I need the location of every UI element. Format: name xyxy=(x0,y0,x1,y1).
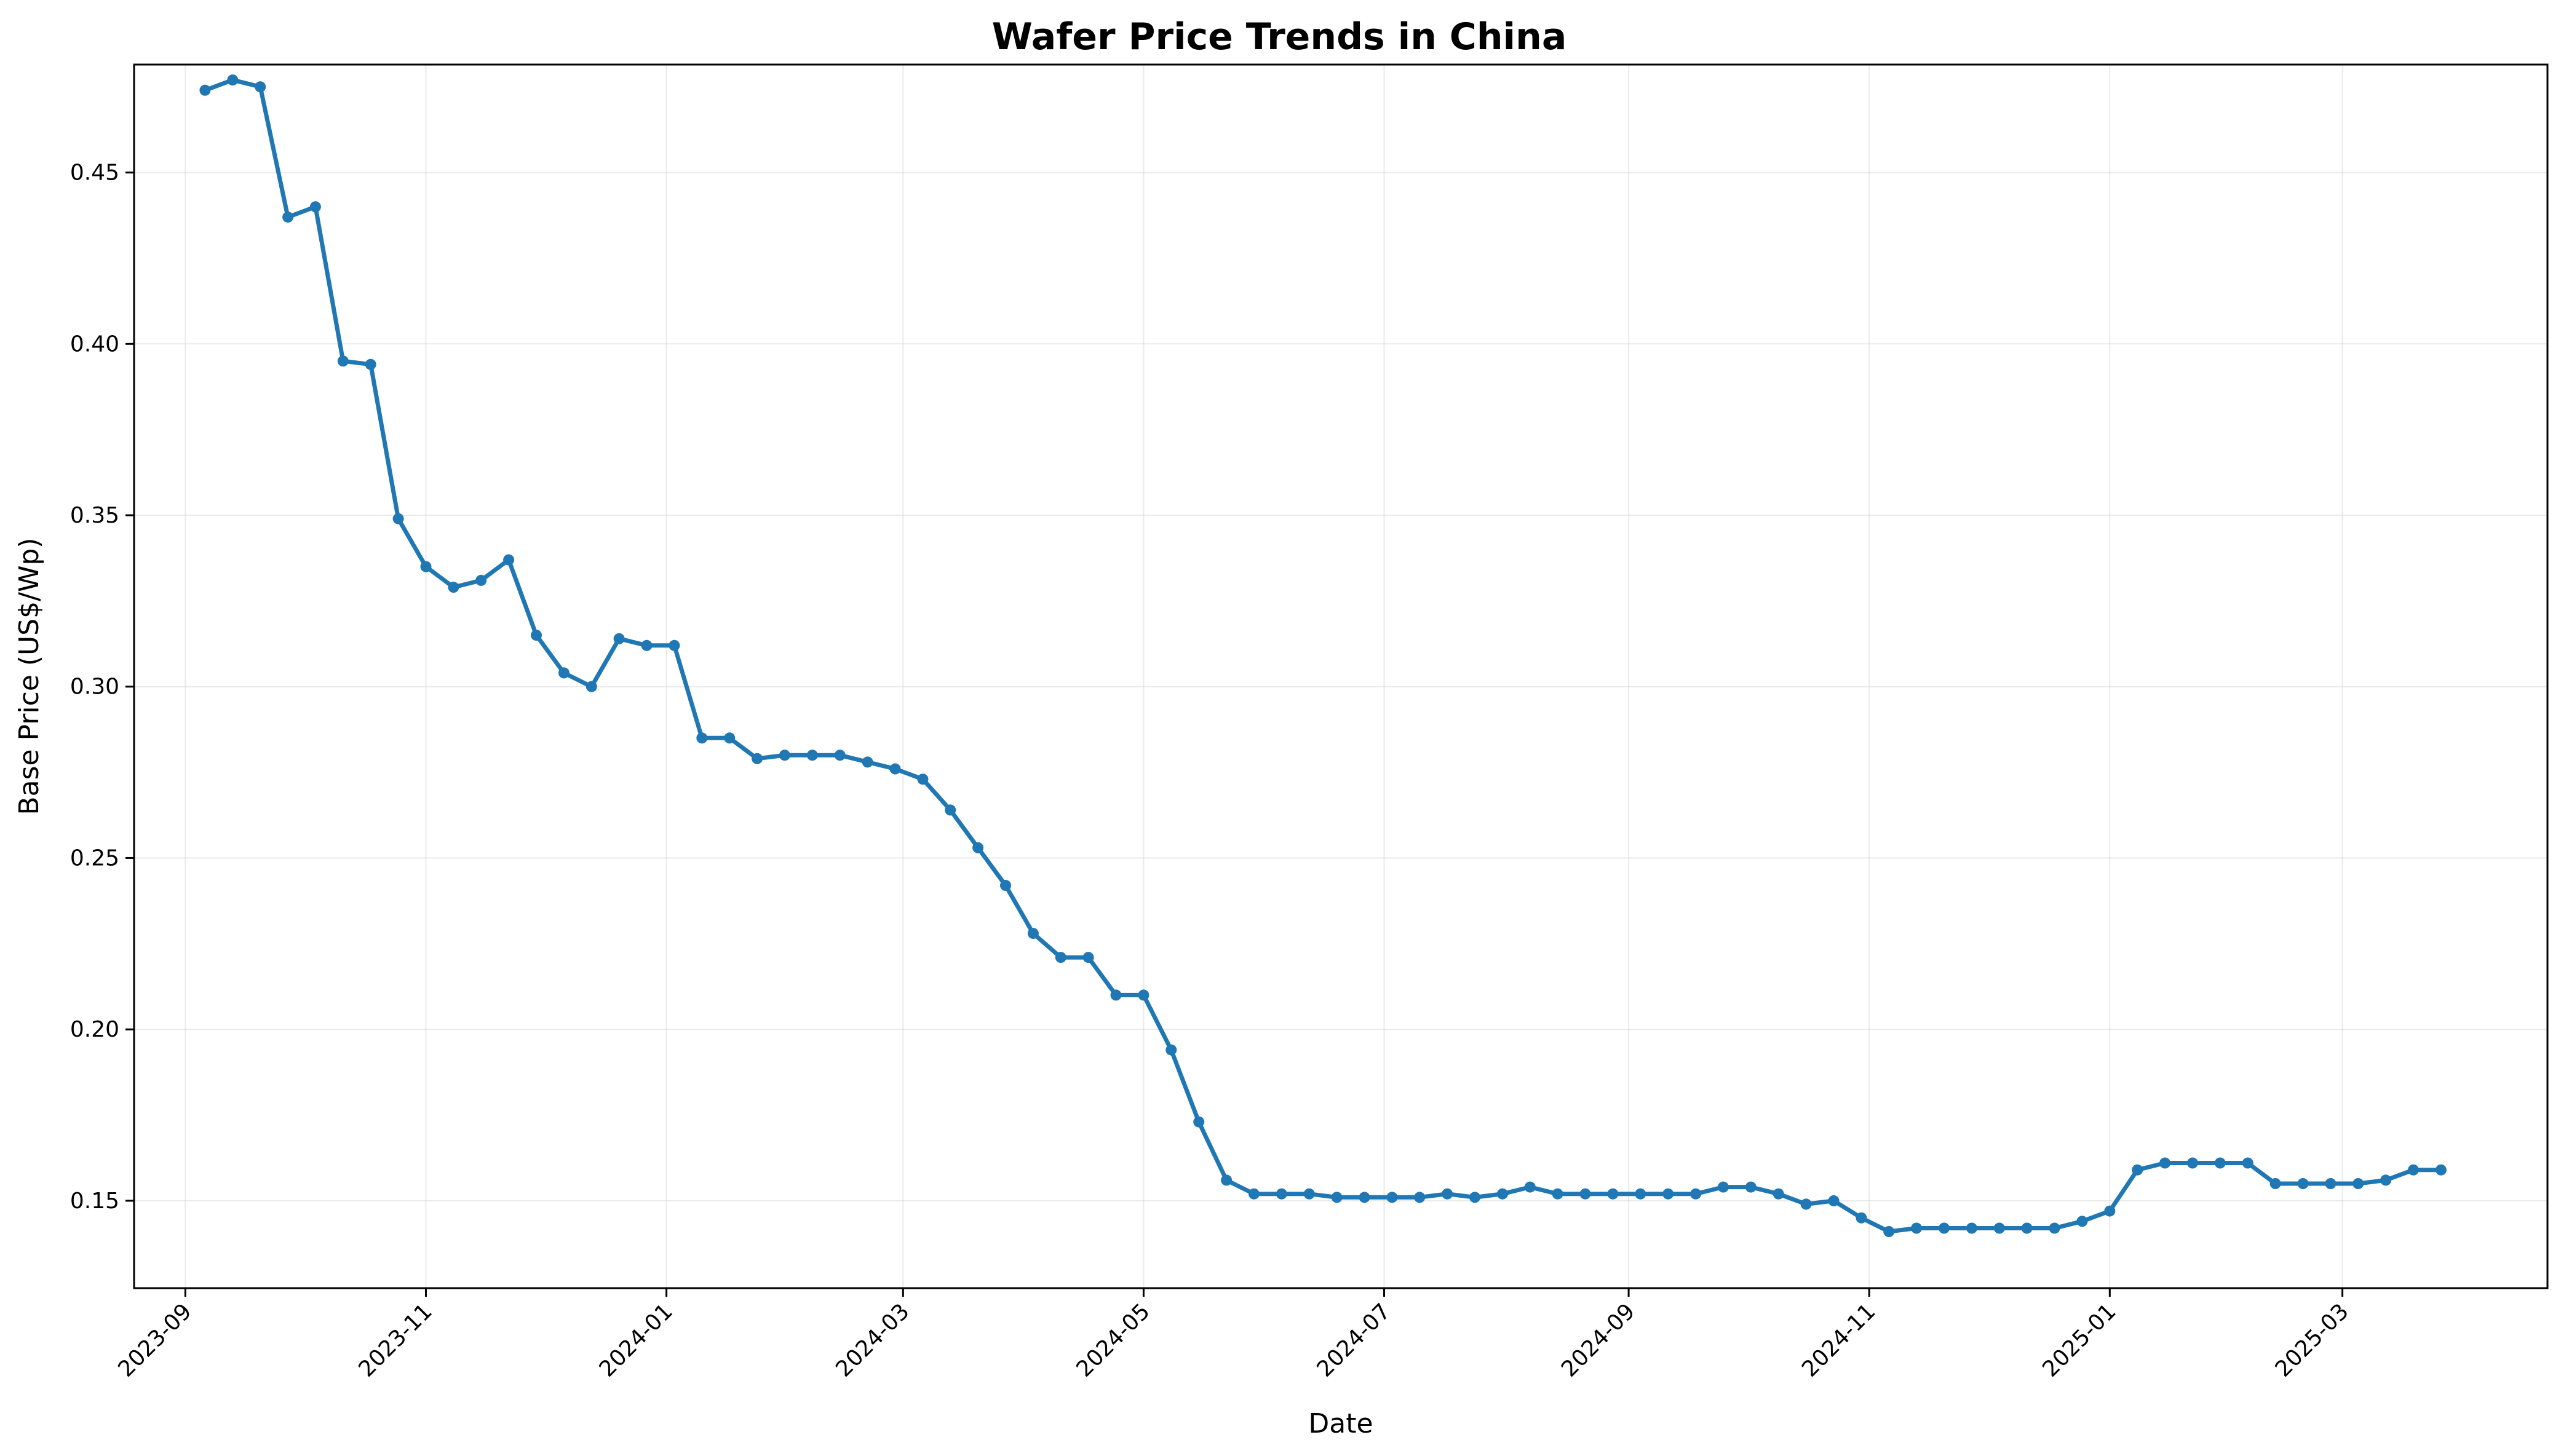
data-point xyxy=(1552,1188,1563,1200)
data-point xyxy=(1027,928,1039,940)
data-point xyxy=(1524,1181,1536,1193)
data-point xyxy=(2049,1222,2060,1234)
data-point xyxy=(2242,1157,2253,1169)
data-point xyxy=(2159,1157,2171,1169)
data-point xyxy=(475,574,487,586)
data-point xyxy=(1386,1192,1398,1203)
data-point xyxy=(255,81,266,93)
data-point xyxy=(337,355,349,367)
data-point xyxy=(199,84,211,96)
data-point xyxy=(531,630,542,641)
data-point xyxy=(696,732,708,744)
y-tick-label: 0.40 xyxy=(70,331,119,357)
y-axis-label: Base Price (US$/Wp) xyxy=(14,537,45,815)
data-point xyxy=(1939,1222,1950,1234)
data-point xyxy=(1856,1212,1867,1224)
data-point xyxy=(2435,1164,2447,1176)
data-point xyxy=(945,804,956,816)
data-point xyxy=(1579,1188,1591,1200)
data-point xyxy=(2186,1157,2198,1169)
series-line xyxy=(202,77,2444,1234)
data-point xyxy=(2021,1222,2033,1234)
data-point xyxy=(1138,989,1149,1001)
y-tick-label: 0.25 xyxy=(70,845,119,871)
data-point xyxy=(1496,1188,1508,1200)
data-point xyxy=(1469,1192,1480,1203)
data-point xyxy=(1193,1116,1205,1128)
data-point xyxy=(2132,1164,2143,1176)
data-point xyxy=(1000,880,1011,891)
data-point xyxy=(1359,1192,1370,1203)
data-point xyxy=(2104,1205,2116,1217)
data-point xyxy=(503,554,515,566)
data-point xyxy=(1165,1044,1177,1056)
data-point xyxy=(779,750,790,761)
data-point xyxy=(1414,1192,1426,1203)
x-axis-label: Date xyxy=(1308,1408,1373,1439)
data-point xyxy=(1773,1188,1784,1200)
data-point xyxy=(1717,1181,1729,1193)
series-layer xyxy=(199,74,2447,1237)
data-point xyxy=(1662,1188,1674,1200)
data-point xyxy=(1110,989,1122,1001)
data-point xyxy=(2214,1157,2226,1169)
y-tick-label: 0.20 xyxy=(70,1017,119,1042)
data-point xyxy=(889,763,901,775)
chart-title: Wafer Price Trends in China xyxy=(992,15,1567,58)
data-point xyxy=(2269,1178,2281,1189)
data-point xyxy=(1911,1222,1923,1234)
data-point xyxy=(1690,1188,1702,1200)
y-tick-label: 0.45 xyxy=(70,160,119,186)
data-point xyxy=(1800,1198,1812,1210)
data-point xyxy=(641,639,653,651)
data-point xyxy=(1966,1222,1977,1234)
grid-layer xyxy=(134,65,2547,1288)
data-point xyxy=(2325,1178,2337,1189)
data-point xyxy=(862,756,873,768)
data-point xyxy=(1331,1192,1343,1203)
data-point xyxy=(2353,1178,2364,1189)
data-point xyxy=(1055,952,1066,963)
data-point xyxy=(1828,1195,1840,1206)
data-point xyxy=(1442,1188,1453,1200)
data-point xyxy=(558,667,570,679)
data-point xyxy=(1607,1188,1619,1200)
data-point xyxy=(1883,1226,1895,1237)
data-point xyxy=(2408,1164,2419,1176)
data-point xyxy=(613,633,625,644)
data-point xyxy=(752,753,763,764)
data-point xyxy=(1221,1174,1233,1186)
data-point xyxy=(972,842,984,853)
data-point xyxy=(282,212,294,223)
data-point xyxy=(2297,1178,2309,1189)
data-point xyxy=(1276,1188,1287,1200)
data-point xyxy=(420,561,432,572)
data-point xyxy=(1303,1188,1315,1200)
data-point xyxy=(917,774,929,785)
data-point xyxy=(392,513,404,524)
data-point xyxy=(1635,1188,1646,1200)
data-point xyxy=(448,582,459,593)
data-point xyxy=(2076,1216,2088,1227)
data-point xyxy=(2380,1174,2392,1186)
data-point xyxy=(1993,1222,2005,1234)
data-point xyxy=(1082,952,1094,963)
data-point xyxy=(834,750,846,761)
data-point xyxy=(806,750,818,761)
data-point xyxy=(1248,1188,1260,1200)
data-point xyxy=(586,681,597,692)
y-tick-label: 0.35 xyxy=(70,503,119,528)
data-point xyxy=(365,358,376,370)
data-point xyxy=(1745,1181,1757,1193)
data-point xyxy=(309,201,321,213)
data-point xyxy=(724,732,736,744)
data-point xyxy=(669,639,680,651)
plot-frame xyxy=(133,63,2549,1289)
y-tick-label: 0.15 xyxy=(70,1189,119,1214)
data-point xyxy=(227,74,239,86)
y-tick-label: 0.30 xyxy=(70,675,119,700)
